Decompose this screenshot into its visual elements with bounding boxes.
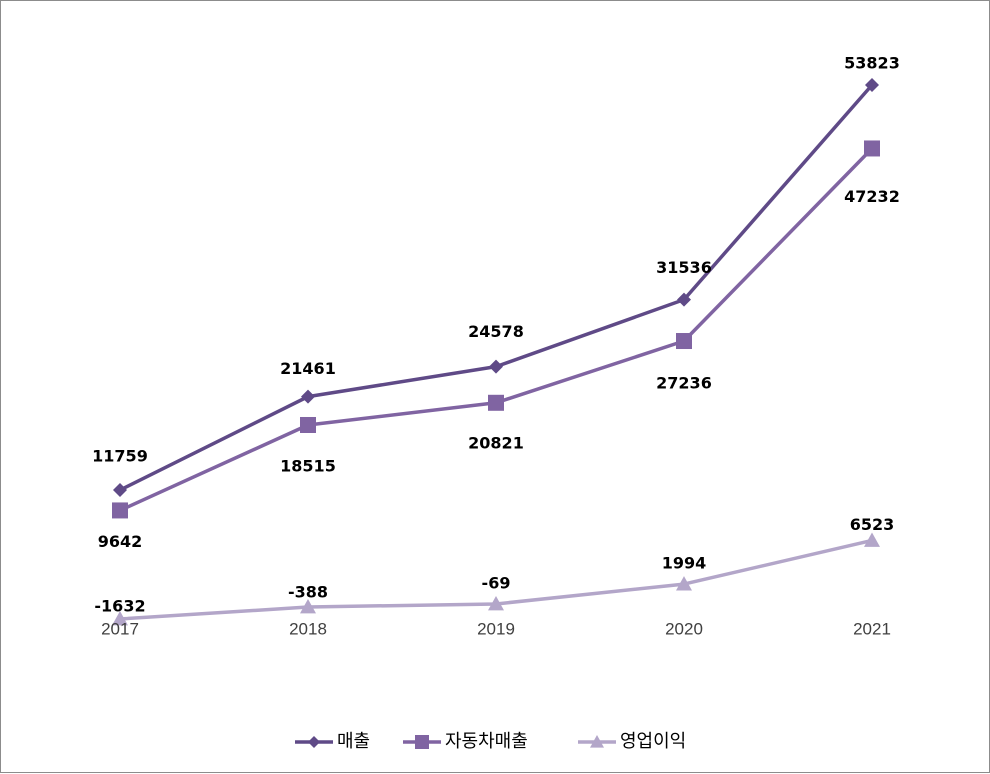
marker-sales-2018 — [301, 389, 315, 404]
x-tick-label-2018: 2018 — [289, 619, 327, 638]
series-line-sales — [119, 83, 874, 492]
data-label-operating-profit-2020: 1994 — [662, 554, 707, 573]
marker-auto-sales-2017 — [112, 502, 128, 519]
data-label-sales-2018: 21461 — [280, 359, 336, 378]
legend-marker-sales — [308, 736, 320, 748]
marker-operating-profit-2020 — [676, 576, 692, 591]
legend: 매출 자동차매출 영업이익 — [295, 731, 686, 752]
data-label-operating-profit-2018: -388 — [288, 583, 328, 602]
data-label-auto-sales-2021: 47232 — [844, 187, 900, 206]
marker-auto-sales-2018 — [300, 416, 316, 433]
legend-label-operating-profit: 영업이익 — [620, 731, 686, 752]
data-label-sales-2017: 11759 — [92, 447, 148, 466]
x-axis-ticks: 2017 2018 2019 2020 2021 — [101, 619, 891, 638]
data-label-operating-profit-2019: -69 — [482, 573, 511, 592]
legend-label-sales: 매출 — [337, 731, 370, 752]
data-label-sales-2019: 24578 — [468, 322, 524, 341]
marker-auto-sales-2019 — [488, 394, 504, 411]
data-label-operating-profit-2021: 6523 — [850, 515, 895, 534]
marker-sales-2019 — [489, 359, 503, 374]
legend-label-auto-sales: 자동차매출 — [445, 731, 528, 752]
marker-sales-2017 — [113, 483, 127, 498]
x-tick-label-2021: 2021 — [853, 619, 891, 638]
data-label-auto-sales-2017: 9642 — [98, 532, 143, 551]
data-label-auto-sales-2019: 20821 — [468, 433, 524, 452]
marker-sales-2021 — [865, 78, 879, 92]
marker-operating-profit-2021 — [864, 532, 880, 547]
marker-sales-2020 — [677, 292, 691, 307]
marker-operating-profit-2017 — [112, 611, 128, 626]
x-tick-label-2019: 2019 — [477, 619, 515, 638]
data-label-sales-2020: 31536 — [656, 258, 712, 277]
legend-marker-auto-sales — [415, 735, 429, 749]
data-label-sales-2021: 53823 — [844, 54, 900, 73]
marker-operating-profit-2019 — [488, 595, 504, 611]
data-label-auto-sales-2018: 18515 — [280, 456, 336, 475]
marker-auto-sales-2021 — [864, 140, 880, 157]
marker-operating-profit-2018 — [300, 599, 316, 614]
x-tick-label-2017: 2017 — [101, 619, 139, 638]
marker-auto-sales-2020 — [676, 333, 692, 350]
x-tick-label-2020: 2020 — [665, 619, 703, 638]
legend-marker-operating-profit — [590, 735, 604, 748]
data-label-auto-sales-2020: 27236 — [656, 374, 712, 393]
data-label-operating-profit-2017: -1632 — [94, 597, 145, 616]
series-layer — [112, 78, 880, 626]
data-label-layer: 11759 21461 24578 31536 53823 9642 18515 20821 2… — [92, 54, 900, 616]
